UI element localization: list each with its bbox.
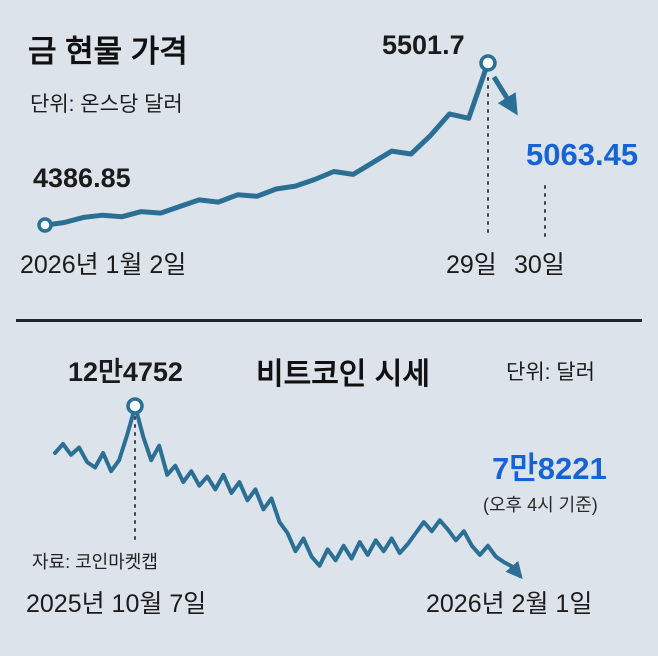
btc-xaxis-start-label: 2025년 10월 7일 — [26, 590, 207, 618]
btc-unit-label: 단위: 달러 — [506, 361, 595, 384]
gold-price-line — [42, 60, 491, 228]
btc-chart-title: 비트코인 시세 — [256, 358, 430, 391]
gold-xaxis-start-label: 2026년 1월 2일 — [20, 251, 187, 279]
gold-unit-label: 단위: 온스당 달러 — [30, 93, 183, 116]
gold-drop-arrow — [491, 75, 518, 116]
gold-current-value-label: 5063.45 — [526, 137, 639, 172]
gold-chart-title: 금 현물 가격 — [28, 34, 188, 69]
gold-xaxis-end-label: 30일 — [514, 251, 565, 279]
btc-price-line — [53, 404, 523, 580]
btc-peak-value-label: 12만4752 — [68, 357, 183, 387]
btc-current-value-label: 7만8221 — [492, 451, 607, 486]
btc-xaxis-end-label: 2026년 2월 1일 — [426, 590, 593, 618]
gold-xaxis-peak-label: 29일 — [446, 251, 497, 279]
section-divider — [16, 319, 642, 322]
gold-start-value-label: 4386.85 — [33, 163, 131, 193]
gold-peak-value-label: 5501.7 — [382, 30, 465, 60]
gold-start-marker — [37, 217, 53, 233]
btc-current-note: (오후 4시 기준) — [483, 495, 598, 515]
btc-peak-marker — [126, 397, 144, 415]
gold-peak-marker — [479, 54, 497, 72]
btc-source-label: 자료: 코인마켓캡 — [32, 552, 158, 572]
